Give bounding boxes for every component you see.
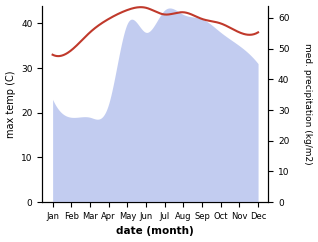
Y-axis label: med. precipitation (kg/m2): med. precipitation (kg/m2)	[303, 43, 313, 165]
X-axis label: date (month): date (month)	[116, 227, 194, 236]
Y-axis label: max temp (C): max temp (C)	[5, 70, 16, 138]
